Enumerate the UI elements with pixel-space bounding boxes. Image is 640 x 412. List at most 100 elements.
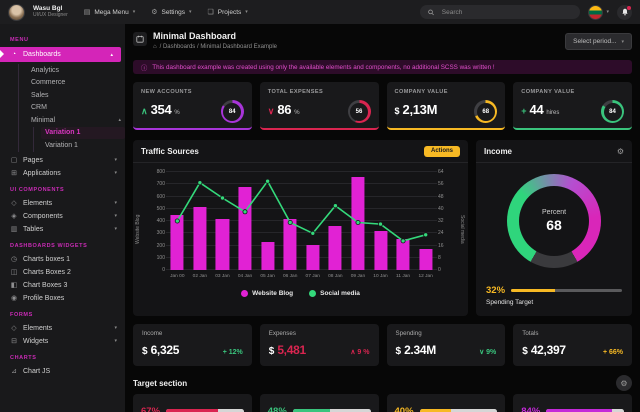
target-settings-button[interactable]: ⚙ [616,375,632,391]
sidebar-item-widgets[interactable]: ⊟ Widgets ▾ [11,337,117,346]
minimal-submenu: Variation 1 Variation 1 [33,126,125,152]
target-card-3: 40% [386,394,506,412]
actions-button[interactable]: Actions [423,145,460,157]
sidebar-item-variation-1-active[interactable]: Variation 1 [41,126,125,139]
calendar-icon [133,32,147,46]
sidebar-item-applications[interactable]: ⊞ Applications ▾ [11,169,117,178]
traffic-x-labels: Jan 00 02 Jan 03 Jan 04 Jan 05 Jan 06 Jan 07 J… [170,274,433,279]
chart-legend: Website Blog Social media [133,290,468,297]
top-navigation: ▤ Mega Menu ▾ ⚙ Settings ▾ ❏ Projects ▾ [83,8,248,17]
projects-icon: ❏ [207,9,214,16]
chart-boxes-3-icon: ◧ [10,282,18,289]
user-block[interactable]: Wasu Bgl UI/UX Designer [33,4,68,18]
nav-mega-menu[interactable]: ▤ Mega Menu ▾ [83,8,136,17]
sidebar-section-dashboards-widgets: DASHBOARDS WIDGETS [10,242,88,249]
search-input[interactable] [439,7,573,17]
spending-target-percent: 32% [486,285,506,296]
chevron-down-icon: ▾ [114,200,117,206]
page-title: Minimal Dashboard [153,31,237,41]
dashboards-icon: ◔ [11,51,17,58]
income-card: Income ⚙ Percent 68 32% Spending Target [476,140,632,316]
target-card-2: 48% [259,394,379,412]
chevron-down-icon: ▾ [606,9,609,15]
sidebar-section-forms: FORMS [10,311,33,318]
sidebar-item-charts-boxes-2[interactable]: ◫ Charts Boxes 2 [10,268,71,277]
notification-badge [627,5,631,10]
traffic-left-ticks: 0 100 200 300 400 500 600 700 800 [156,169,165,273]
sidebar-item-minimal[interactable]: Minimal ▴ [31,116,121,124]
legend-dot-icon [241,290,249,297]
sidebar-item-tables[interactable]: ▥ Tables ▾ [10,225,117,234]
progress-ring: 84 [220,100,244,123]
user-role: UI/UX Designer [33,11,68,18]
legend-social-media[interactable]: Social media [309,290,360,297]
income-settings-button[interactable]: ⚙ [616,146,624,156]
spending-target-bar [511,289,622,292]
sidebar-item-variation-1[interactable]: Variation 1 [45,141,78,149]
sidebar-item-sales[interactable]: Sales [31,91,49,99]
select-period-button[interactable]: Select period... ▾ [565,33,632,50]
gear-icon: ⚙ [620,378,628,388]
target-progress-bar [292,409,371,412]
target-card-1: 67% [133,394,252,412]
progress-ring: 84 [601,100,624,123]
flag-icon [588,4,604,20]
sidebar-item-analytics[interactable]: Analytics [31,66,60,74]
spending-target-label: Spending Target [486,299,534,306]
chevron-down-icon: ▾ [114,213,117,219]
sidebar-item-dashboards[interactable]: ◔ Dashboards ▴ [0,47,121,62]
sidebar-item-chart-boxes-3[interactable]: ◧ Chart Boxes 3 [10,281,68,290]
applications-icon: ⊞ [11,170,17,177]
chevron-up-icon: ▴ [110,51,113,58]
legend-website-blog[interactable]: Website Blog [241,290,293,297]
user-avatar[interactable] [8,3,25,21]
sidebar-item-form-elements[interactable]: ◇ Elements ▾ [11,324,117,333]
sidebar-section-ui-components: UI COMPONENTS [10,186,65,193]
chevron-down-icon: ▾ [621,38,624,45]
target-progress-bar [546,409,624,412]
sidebar-item-pages[interactable]: ▢ Pages ▾ [10,156,117,165]
mini-card-totals: Totals $ 42,397 + 66% [513,324,632,366]
alert-text: This dashboard example was created using… [152,63,495,71]
stat-card-company-value-hires: COMPANY VALUE + 44 hires 84 [513,82,632,130]
sidebar-item-commerce[interactable]: Commerce [31,79,66,87]
stat-cards-row: NEW ACCOUNTS ∧ 354 % 84 TOTAL EXPENSES ∨… [133,82,632,130]
stat-card-total-expenses: TOTAL EXPENSES ∨ 86 % 56 [259,82,379,130]
mini-cards-row: Income $ 6,325 + 12% Expenses $ 5,481 ∧ … [133,324,632,366]
search-icon [428,9,435,15]
gear-icon: ⚙ [151,9,158,16]
sidebar-item-elements[interactable]: ◇ Elements ▾ [11,199,117,208]
sidebar-item-charts-boxes-1[interactable]: ◷ Charts boxes 1 [10,255,71,264]
dashboards-submenu: Analytics Commerce Sales CRM Minimal ▴ V… [18,64,125,152]
progress-ring: 68 [474,100,498,123]
progress-ring: 56 [347,100,371,123]
chevron-down-icon: ▾ [132,9,136,15]
chevron-down-icon: ▾ [245,9,248,15]
sidebar-item-crm[interactable]: CRM [31,104,47,112]
stat-card-new-accounts: NEW ACCOUNTS ∧ 354 % 84 [133,82,252,130]
chart-js-icon: ⊿ [11,368,17,375]
language-selector[interactable]: ▾ [588,4,609,20]
income-title: Income [484,146,513,156]
sidebar-item-components[interactable]: ◈ Components ▾ [11,212,117,221]
chevron-down-icon: ▾ [188,9,192,15]
user-name: Wasu Bgl [33,4,63,12]
home-icon[interactable]: ⌂ [153,44,157,50]
traffic-sources-card: Traffic Sources Actions Website Blog 0 10… [133,140,468,316]
nav-projects[interactable]: ❏ Projects ▾ [207,8,248,17]
sidebar-item-profile-boxes[interactable]: ◉ Profile Boxes [10,294,65,303]
plus-icon: + [521,106,527,116]
sidebar: MENU ◔ Dashboards ▴ Analytics Commerce S… [0,24,125,412]
trend-down-icon: ∨ [267,106,275,116]
target-card-4: 84% [513,394,632,412]
stat-card-company-value: COMPANY VALUE $ 2,13M 68 [386,82,506,130]
mini-card-spending: Spending $ 2.34M ∨ 9% [386,324,506,366]
sidebar-item-chart-js[interactable]: ⊿ Chart JS [11,367,51,376]
target-progress-bar [166,409,244,412]
notifications-button[interactable] [617,4,632,20]
nav-settings[interactable]: ⚙ Settings ▾ [151,8,192,17]
search-box[interactable] [420,5,581,19]
widgets-icon: ⊟ [11,338,17,345]
sidebar-section-charts: CHARTS [10,354,37,361]
